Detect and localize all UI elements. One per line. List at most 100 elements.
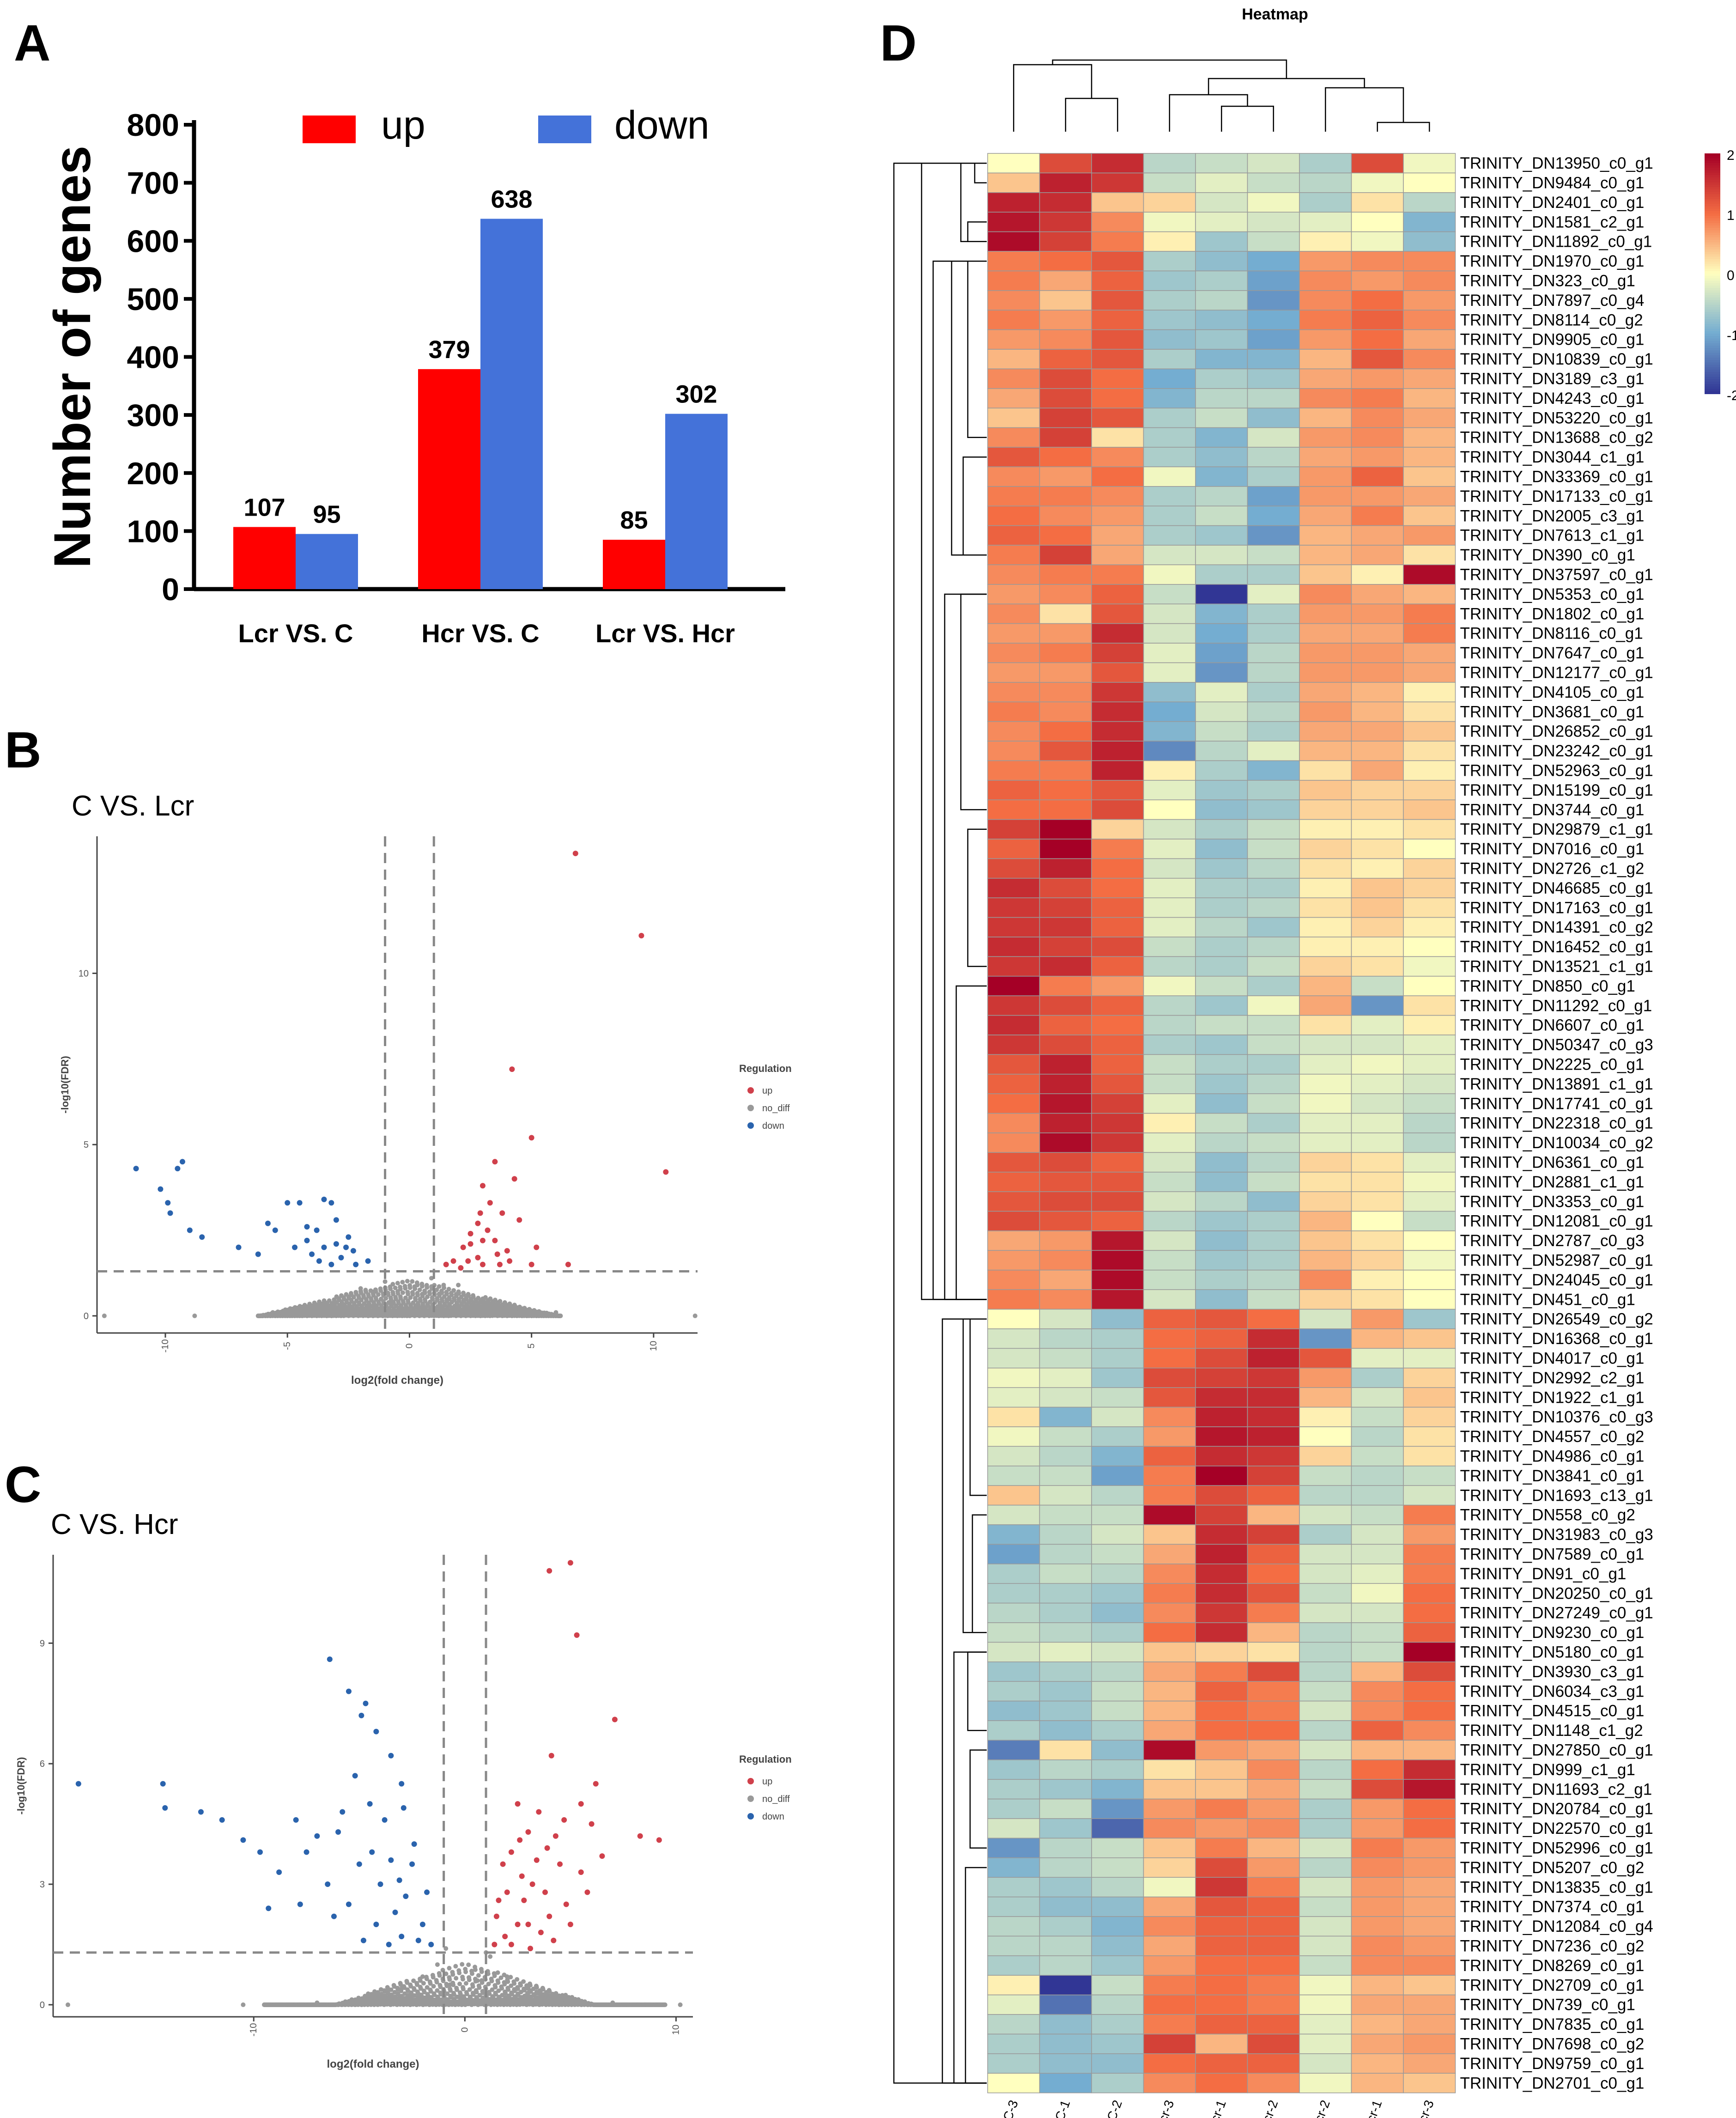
no-diff-point — [467, 1977, 472, 1982]
colorbar-segment — [1705, 170, 1720, 173]
heatmap-cell — [1039, 917, 1092, 937]
heatmap-cell — [1195, 1406, 1248, 1427]
heatmap-cell — [1247, 701, 1300, 722]
heatmap-cell — [1143, 643, 1196, 663]
no-diff-point — [448, 1995, 453, 2000]
heatmap-cell — [1403, 937, 1456, 957]
heatmap-cell — [1403, 486, 1456, 506]
heatmap-cell — [1039, 1818, 1092, 1839]
row-label: TRINITY_DN46685_c0_g1 — [1460, 879, 1653, 897]
heatmap-cell — [987, 1387, 1040, 1408]
heatmap-cell — [1195, 1975, 1248, 1996]
heatmap-cell — [1351, 584, 1404, 604]
heatmap-cell — [1039, 799, 1092, 820]
heatmap-cell — [1299, 368, 1352, 389]
row-dendrogram-branch — [965, 1867, 987, 2084]
no-diff-point — [466, 1962, 471, 1967]
heatmap-cell — [1299, 1504, 1352, 1525]
up-point — [467, 1241, 473, 1247]
up-point — [467, 1231, 473, 1236]
heatmap-cell — [1039, 1524, 1092, 1545]
legend-title: Regulation — [739, 1063, 792, 1074]
heatmap-cell — [1403, 995, 1456, 1016]
heatmap-cell — [987, 799, 1040, 820]
heatmap-cell — [1091, 251, 1144, 272]
heatmap-cell — [1143, 1250, 1196, 1271]
up-point — [485, 1227, 491, 1233]
row-label: TRINITY_DN2881_c1_g1 — [1460, 1173, 1645, 1191]
heatmap-cell — [1091, 2053, 1144, 2074]
no-diff-point — [424, 1976, 429, 1981]
heatmap-cell — [1143, 1700, 1196, 1721]
heatmap-cell — [1091, 1740, 1144, 1760]
heatmap-cell — [1039, 858, 1092, 879]
heatmap-cell — [1039, 1583, 1092, 1604]
down-point — [401, 1805, 407, 1811]
heatmap-cell — [1247, 564, 1300, 585]
y-tick-label: 5 — [84, 1140, 89, 1150]
colorbar-segment — [1705, 177, 1720, 181]
heatmap-cell — [1195, 1132, 1248, 1153]
no-diff-point — [463, 1312, 468, 1317]
no-diff-point — [422, 1290, 427, 1296]
heatmap-cell — [1195, 858, 1248, 879]
legend-label-no_diff: no_diff — [762, 1794, 790, 1804]
no-diff-point — [276, 1311, 281, 1316]
heatmap-cell — [1039, 1270, 1092, 1290]
heatmap-cell — [987, 310, 1040, 330]
down-point — [328, 1200, 334, 1206]
no-diff-point — [392, 1984, 397, 1989]
heatmap-cell — [1039, 897, 1092, 918]
no-diff-point — [522, 1313, 527, 1318]
heatmap-cell — [1039, 231, 1092, 252]
heatmap-cell — [1299, 603, 1352, 624]
heatmap-cell — [987, 1602, 1040, 1623]
heatmap-cell — [1351, 1289, 1404, 1310]
heatmap-cell — [1195, 701, 1248, 722]
no-diff-point — [662, 2002, 667, 2007]
heatmap-cell — [1403, 1994, 1456, 2015]
heatmap-cell — [1247, 1172, 1300, 1192]
heatmap-cell — [1299, 564, 1352, 585]
colorbar-segment — [1705, 298, 1720, 301]
no-diff-point — [395, 1291, 401, 1296]
heatmap-cell — [1299, 1602, 1352, 1623]
colorbar-segment — [1705, 196, 1720, 200]
heatmap-cell — [1247, 839, 1300, 859]
colorbar-segment — [1705, 336, 1720, 339]
row-dendrogram-branch — [974, 162, 987, 183]
no-diff-point — [285, 1313, 290, 1318]
heatmap-cell — [1299, 741, 1352, 761]
down-point — [297, 1200, 303, 1206]
colorbar-segment — [1705, 334, 1720, 337]
heatmap-cell — [1143, 564, 1196, 585]
no-diff-point — [525, 1992, 530, 1997]
heatmap-cell — [987, 1857, 1040, 1878]
heatmap-cell — [1091, 741, 1144, 761]
no-diff-point — [399, 1986, 404, 1991]
heatmap-cell — [1195, 1446, 1248, 1467]
heatmap-cell — [1143, 1544, 1196, 1564]
no-diff-point — [415, 1283, 420, 1288]
heatmap-cell — [1247, 1368, 1300, 1388]
colorbar-segment — [1705, 319, 1720, 322]
column-label: Hcr-2 — [1256, 2098, 1281, 2118]
up-point — [494, 1251, 500, 1257]
row-label: TRINITY_DN8116_c0_g1 — [1460, 625, 1643, 643]
no-diff-point — [431, 1975, 436, 1980]
heatmap-cell — [1403, 349, 1456, 370]
heatmap-cell — [1195, 1368, 1248, 1388]
no-diff-point — [373, 1994, 378, 1999]
y-tick-label: 6 — [40, 1759, 45, 1769]
no-diff-point — [379, 1304, 384, 1309]
no-diff-point — [379, 1992, 384, 1997]
heatmap-cell — [1091, 1309, 1144, 1329]
no-diff-point — [418, 1298, 423, 1303]
heatmap-cell — [1091, 1857, 1144, 1878]
heatmap-cell — [1247, 858, 1300, 879]
no-diff-point — [394, 2001, 399, 2006]
heatmap-cell — [1195, 976, 1248, 996]
heatmap-cell — [1039, 721, 1092, 742]
column-label: Lcr-1 — [1361, 2098, 1384, 2118]
heatmap-cell — [1091, 466, 1144, 487]
